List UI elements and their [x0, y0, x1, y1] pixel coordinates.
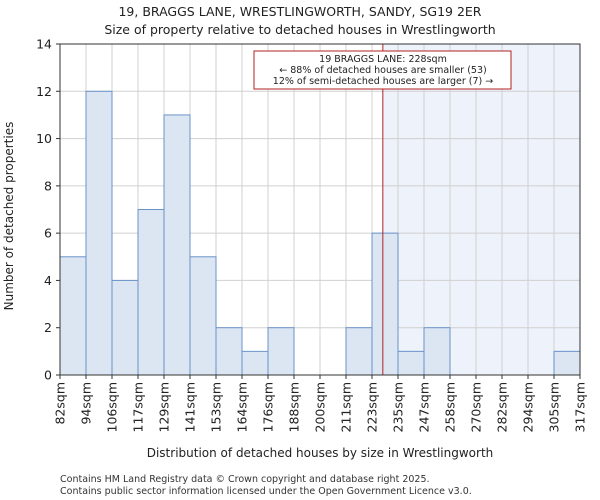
x-tick-label: 153sqm — [209, 382, 224, 432]
x-tick-label: 94sqm — [79, 382, 94, 425]
x-tick-label: 282sqm — [495, 382, 510, 432]
x-tick-label: 235sqm — [391, 382, 406, 432]
y-tick-label: 8 — [44, 178, 52, 193]
x-tick-label: 305sqm — [547, 382, 562, 432]
histogram-bar — [189, 256, 217, 376]
histogram-bar — [267, 327, 295, 376]
y-tick-label: 14 — [36, 37, 52, 52]
highlight-region — [382, 44, 580, 375]
x-tick-label: 117sqm — [131, 382, 146, 432]
y-tick-label: 0 — [44, 368, 52, 383]
x-tick-label: 164sqm — [235, 382, 250, 432]
chart-subtitle: Size of property relative to detached ho… — [104, 22, 495, 37]
x-tick-label: 82sqm — [53, 382, 68, 425]
annotation-line-2: ← 88% of detached houses are smaller (53… — [279, 65, 486, 76]
y-axis-label: Number of detached properties — [2, 122, 16, 311]
histogram-bar — [241, 350, 269, 376]
x-tick-label: 200sqm — [313, 382, 328, 432]
x-axis-label: Distribution of detached houses by size … — [147, 446, 494, 460]
x-tick-label: 211sqm — [339, 382, 354, 432]
marker-annotation: 19 BRAGGS LANE: 228sqm ← 88% of detached… — [253, 50, 512, 90]
histogram-bar — [111, 279, 139, 376]
histogram-bar — [137, 209, 165, 376]
x-tick-label: 141sqm — [183, 382, 198, 432]
histogram-bar — [163, 114, 191, 376]
chart-title: 19, BRAGGS LANE, WRESTLINGWORTH, SANDY, … — [118, 4, 481, 19]
x-tick-label: 258sqm — [443, 382, 458, 432]
x-tick-label: 106sqm — [105, 382, 120, 432]
x-tick-label: 176sqm — [261, 382, 276, 432]
histogram-bar — [553, 350, 581, 376]
x-tick-label: 188sqm — [287, 382, 302, 432]
annotation-line-1: 19 BRAGGS LANE: 228sqm — [319, 54, 447, 65]
annotation-line-3: 12% of semi-detached houses are larger (… — [273, 76, 493, 87]
annotation-box — [253, 50, 512, 90]
x-tick-label: 247sqm — [417, 382, 432, 432]
histogram-bar — [397, 350, 425, 376]
x-tick-label: 223sqm — [365, 382, 380, 432]
y-tick-label: 10 — [36, 131, 52, 146]
x-tick-label: 317sqm — [573, 382, 588, 432]
y-tick-label: 6 — [44, 226, 52, 241]
footer-line-2: Contains public sector information licen… — [60, 486, 472, 497]
x-tick-label: 294sqm — [521, 382, 536, 432]
y-tick-label: 4 — [44, 273, 52, 288]
histogram-bar — [345, 327, 373, 376]
histogram-bar — [59, 256, 87, 376]
histogram-bar — [215, 327, 243, 376]
footer-line-1: Contains HM Land Registry data © Crown c… — [60, 474, 430, 485]
y-tick-label: 12 — [36, 84, 52, 99]
y-tick-label: 2 — [44, 320, 52, 335]
histogram-bar — [423, 327, 451, 376]
x-tick-label: 129sqm — [157, 382, 172, 432]
x-tick-label: 270sqm — [469, 382, 484, 432]
histogram-bar — [85, 90, 113, 376]
histogram-bar — [371, 232, 399, 376]
